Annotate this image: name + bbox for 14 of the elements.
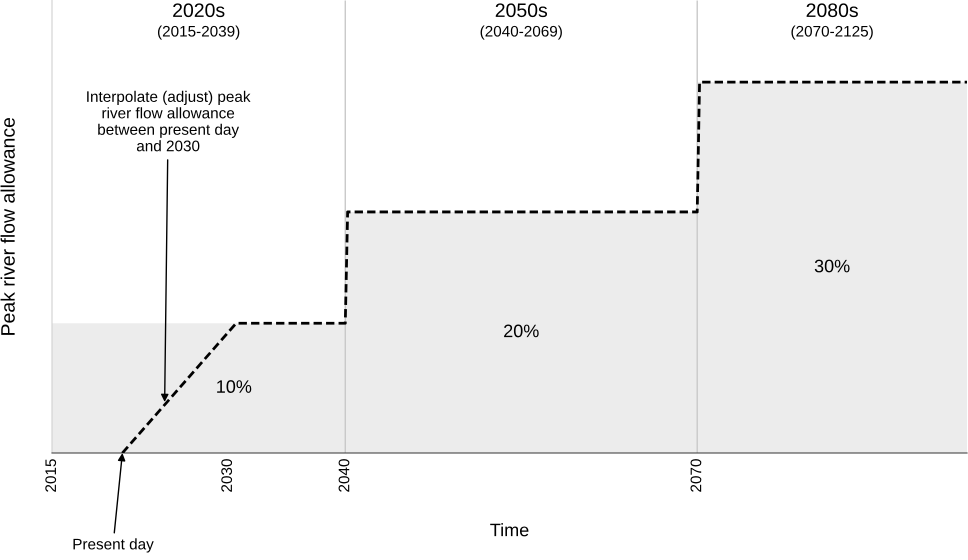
x-tick-label: 2015 bbox=[45, 459, 56, 492]
x-axis-title: Time bbox=[490, 523, 528, 536]
text: 2020s (2015-2039) bbox=[158, 3, 240, 40]
annotation: Present day bbox=[73, 538, 154, 553]
y-axis-title: Peak river flow allowance bbox=[0, 118, 15, 335]
annotation: 30% bbox=[814, 260, 850, 272]
annotation: 20% bbox=[504, 324, 539, 338]
x-tick-label: 2040 bbox=[338, 459, 350, 492]
annotation: Interpolate (adjust) peak river flow allowance between present day and 2030 bbox=[87, 90, 251, 152]
text: 2050s (2040-2069) bbox=[480, 3, 562, 40]
text: 2080s (2070-2125) bbox=[791, 3, 873, 40]
x-tick-label: 2030 bbox=[221, 459, 232, 492]
annotation: 10% bbox=[217, 380, 252, 393]
x-tick-label: 2070 bbox=[690, 459, 702, 492]
